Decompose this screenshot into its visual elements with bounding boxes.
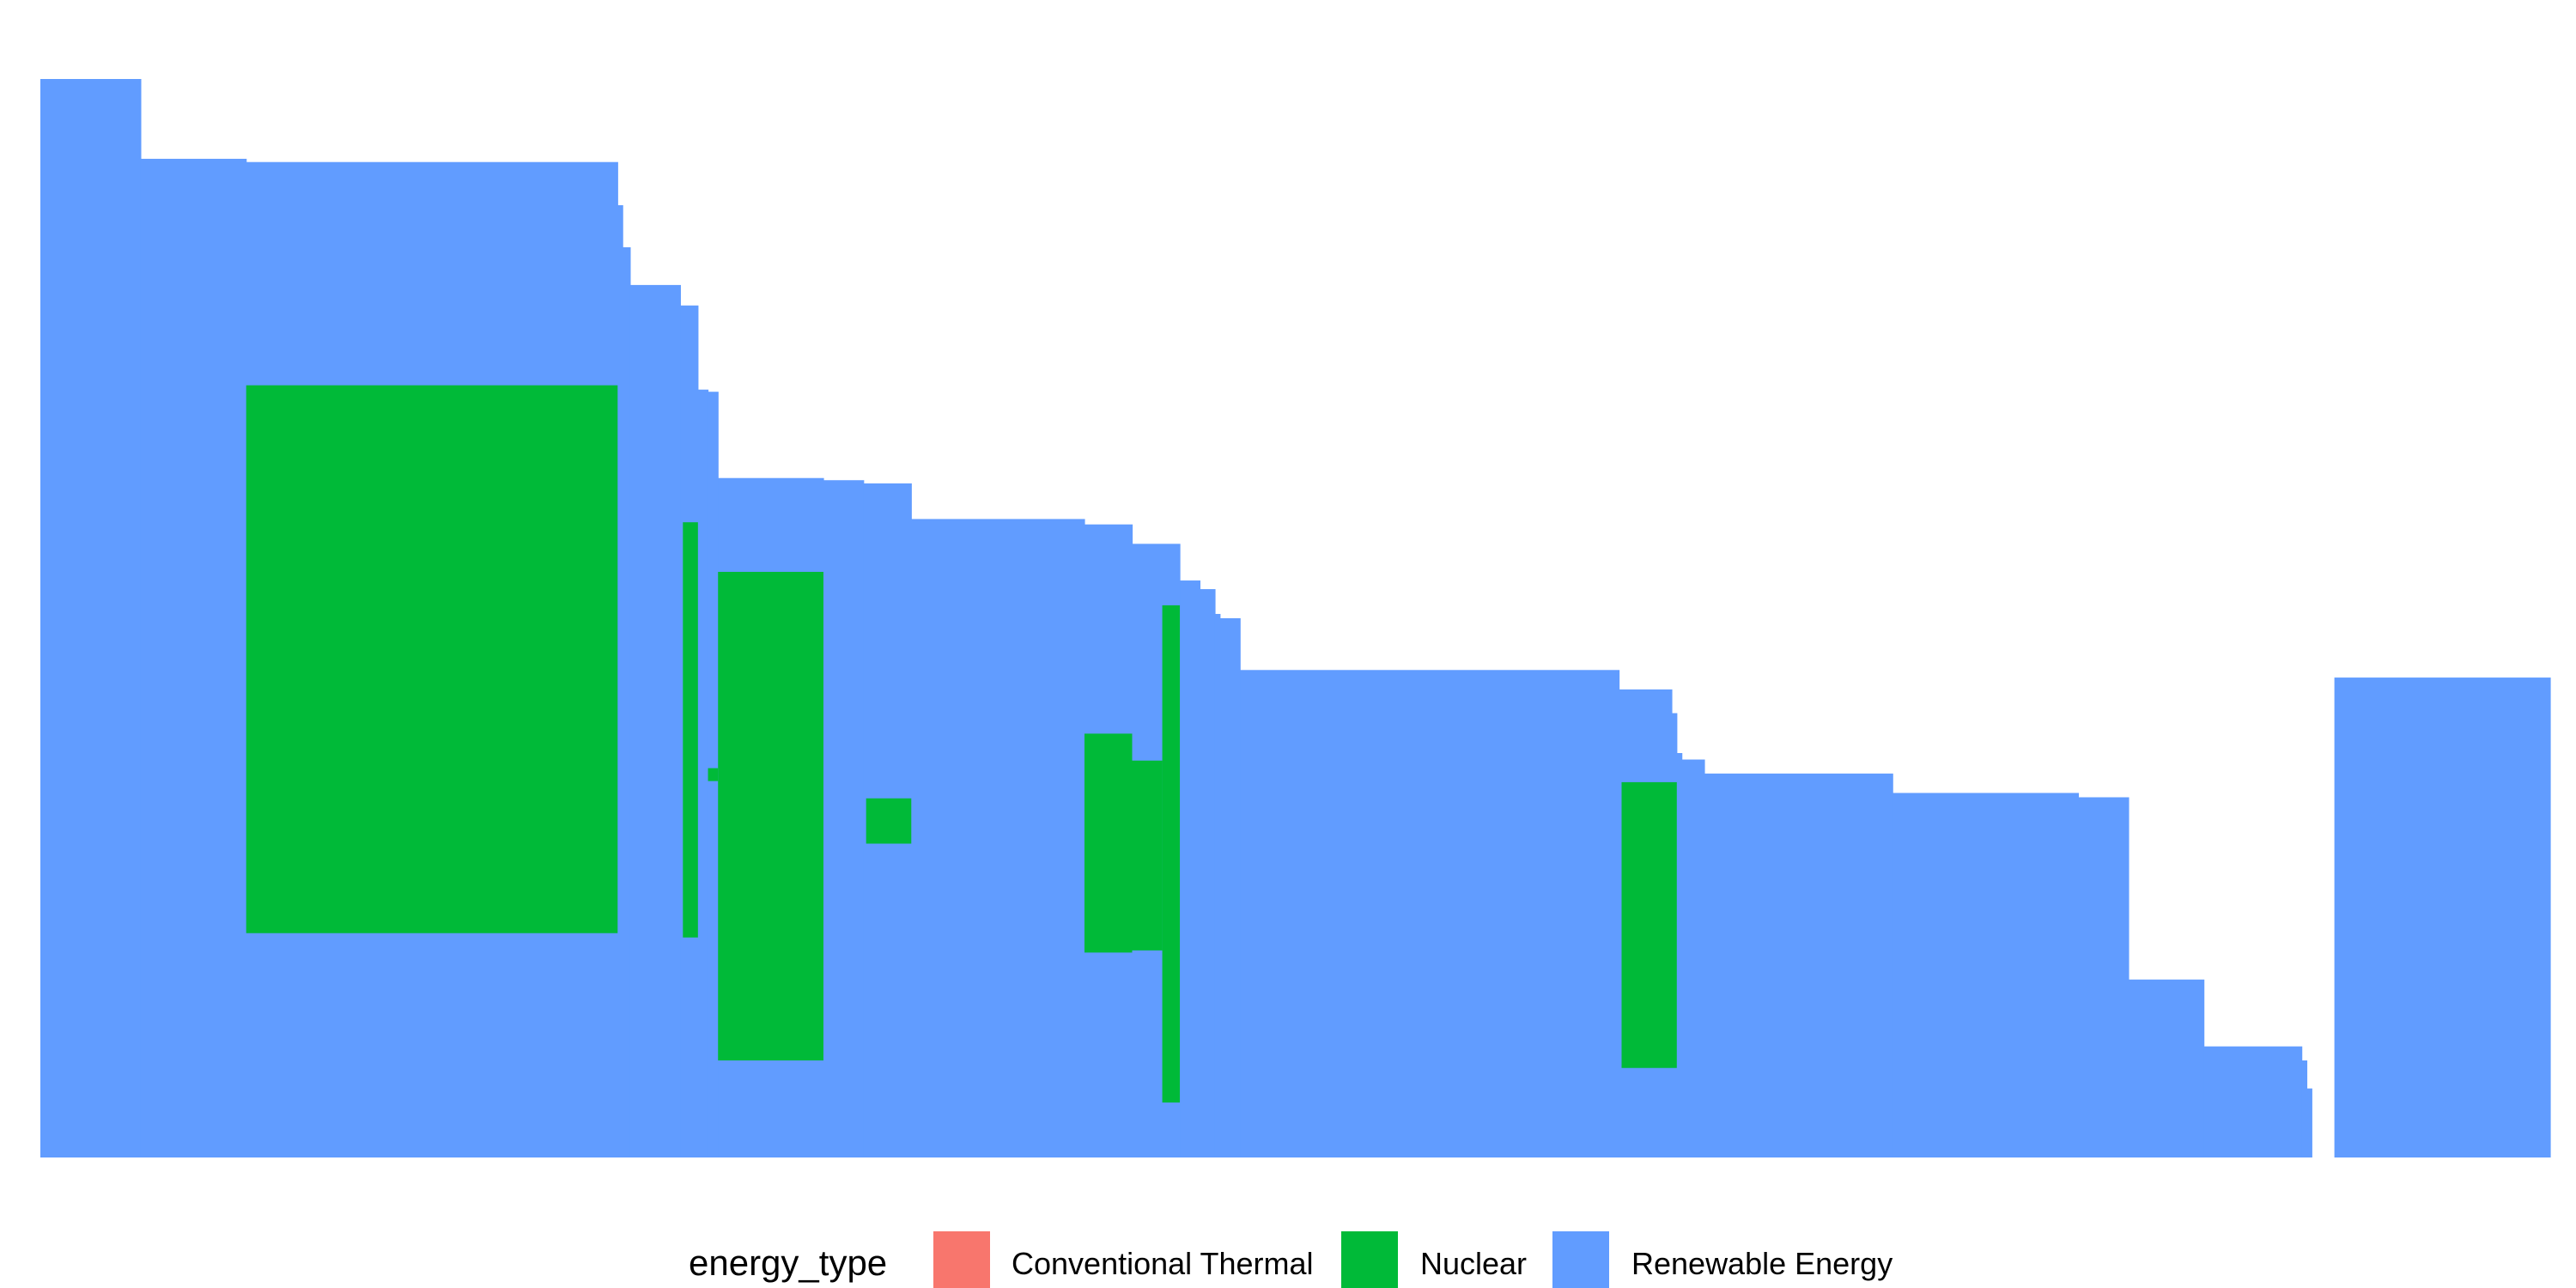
area-block-nuclear-3 — [718, 571, 823, 1060]
area-segment-renewable-energy-3 — [617, 204, 623, 1158]
legend-key-nuclear — [1341, 1231, 1398, 1288]
area-segment-renewable-energy-24 — [1704, 773, 1893, 1157]
area-segment-renewable-energy-27 — [2128, 979, 2205, 1157]
legend-label-nuclear: Nuclear — [1420, 1246, 1527, 1281]
area-segment-renewable-energy-32 — [2334, 677, 2551, 1157]
legend-label-renewable-energy: Renewable Energy — [1631, 1246, 1893, 1281]
area-block-nuclear-6 — [1132, 760, 1163, 951]
area-segment-renewable-energy-25 — [1893, 793, 2080, 1157]
area-segment-renewable-energy-12 — [911, 519, 1085, 1157]
area-segment-renewable-energy-30 — [2306, 1088, 2312, 1157]
area-block-nuclear-0 — [246, 385, 618, 933]
legend-title: energy_type — [689, 1242, 887, 1283]
area-segment-renewable-energy-5 — [629, 284, 681, 1157]
area-segment-renewable-energy-22 — [1676, 753, 1683, 1157]
area-segment-renewable-energy-15 — [1180, 580, 1201, 1157]
area-segment-renewable-energy-29 — [2301, 1060, 2308, 1157]
area-segment-renewable-energy-1 — [140, 158, 247, 1158]
area-segment-renewable-energy-10 — [823, 480, 865, 1157]
area-block-nuclear-8 — [1621, 781, 1677, 1068]
area-segment-renewable-energy-23 — [1681, 759, 1705, 1157]
legend-label-conventional-thermal: Conventional Thermal — [1012, 1246, 1314, 1281]
legend-key-conventional-thermal — [933, 1231, 990, 1288]
legend: energy_type Conventional Thermal Nuclear… — [689, 1231, 1893, 1288]
area-block-nuclear-7 — [1162, 605, 1181, 1103]
area-segment-renewable-energy-26 — [2078, 797, 2129, 1157]
area-segment-renewable-energy-18 — [1219, 618, 1241, 1157]
area-block-nuclear-5 — [1084, 733, 1133, 953]
area-block-nuclear-4 — [866, 798, 912, 844]
plot-area — [40, 79, 2551, 1158]
legend-key-renewable-energy — [1552, 1231, 1609, 1288]
area-segment-renewable-energy-16 — [1200, 589, 1216, 1157]
area-segment-renewable-energy-19 — [1240, 670, 1620, 1157]
series-nuclear — [246, 385, 1677, 1103]
area-block-nuclear-2 — [708, 768, 719, 781]
area-segment-renewable-energy-4 — [623, 246, 631, 1158]
area-segment-renewable-energy-28 — [2203, 1046, 2303, 1157]
area-segment-renewable-energy-17 — [1214, 613, 1221, 1157]
area-segment-renewable-energy-7 — [697, 389, 709, 1158]
area-segment-renewable-energy-0 — [40, 79, 142, 1157]
area-block-nuclear-1 — [683, 522, 698, 938]
